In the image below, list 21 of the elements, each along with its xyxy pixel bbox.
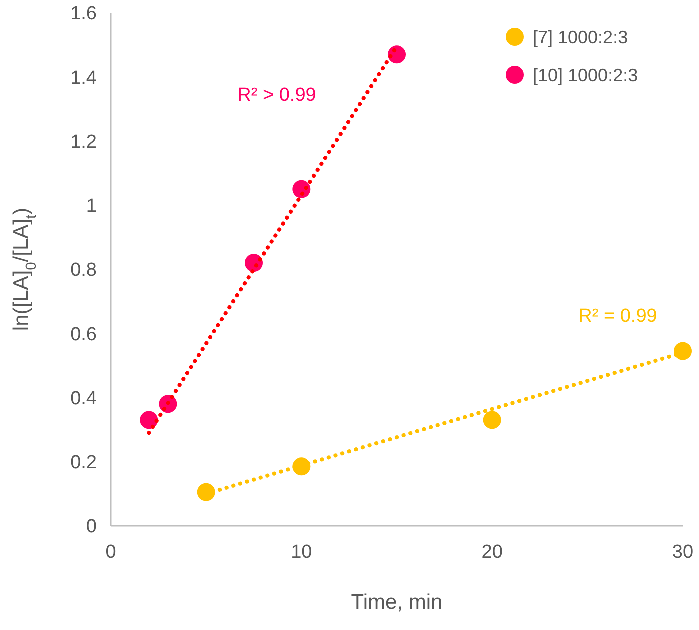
y-tick-label: 0.8	[70, 260, 97, 282]
point	[483, 411, 502, 430]
y-tick-label: 1.4	[70, 68, 98, 89]
annotation: R² = 0.99	[578, 306, 658, 327]
y-tick-label: 1.6	[70, 4, 97, 25]
y-tick-label: 0.4	[70, 388, 98, 410]
x-axis-title: Time, min	[351, 591, 443, 614]
x-tick-label: 20	[482, 542, 503, 563]
x-tick-label: 10	[291, 542, 312, 563]
legend-label: [7] 1000:2:3	[533, 27, 628, 48]
x-tick-label: 0	[106, 542, 116, 563]
y-tick-label: 0.6	[70, 324, 97, 346]
x-tick-label: 30	[672, 542, 694, 563]
y-tick-label: 0.2	[70, 452, 97, 474]
y-tick-label: 0	[86, 516, 97, 538]
point	[674, 342, 692, 360]
y-tick-label: 1	[86, 196, 97, 218]
y-tick-label: 1.2	[70, 132, 97, 153]
point	[140, 411, 158, 430]
annotation: R² > 0.99	[238, 85, 316, 106]
legend-label: [10] 1000:2:3	[533, 65, 638, 86]
